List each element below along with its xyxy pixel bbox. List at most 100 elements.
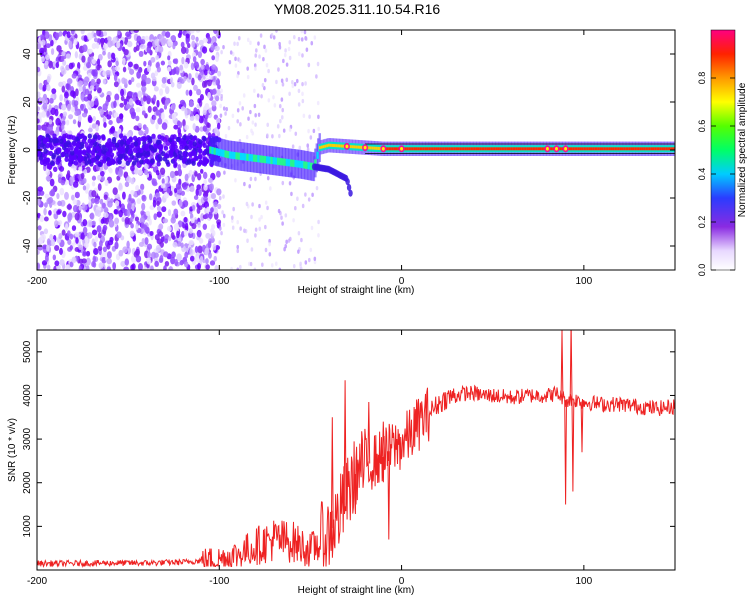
spectrogram-cell (86, 61, 92, 69)
spectrogram-cell (239, 122, 242, 127)
spectrogram-cell (78, 265, 82, 270)
snr-spike (387, 451, 391, 540)
spectrogram-cell (236, 244, 240, 250)
chart-title: YM08.2025.311.10.54.R16 (273, 1, 441, 17)
spectrogram-cell (156, 211, 162, 218)
spectrogram-cell (74, 231, 80, 238)
spectrogram-cell (605, 147, 607, 151)
spectrogram-cell (180, 190, 186, 196)
spectrogram-cell (139, 216, 146, 224)
spectrogram-cell (161, 77, 167, 84)
spectrogram-cell (47, 196, 54, 204)
spectrogram-cell (160, 112, 165, 120)
spectrogram-cell (44, 193, 50, 199)
spectrogram-y-tick-label: -40 (22, 238, 33, 253)
spectrogram-cell (316, 100, 320, 106)
spectrogram-cell (147, 243, 153, 250)
spectrogram-cell (139, 38, 146, 45)
spectrogram-cell (134, 216, 140, 222)
spectrogram-cell (107, 51, 111, 60)
spectrogram-cell (493, 147, 496, 151)
spectrogram-cell (169, 77, 174, 84)
spectrogram-cell (235, 152, 238, 160)
spectrogram-cell (219, 103, 222, 109)
spectrogram-cell (470, 147, 473, 151)
spectrogram-cell (225, 106, 229, 112)
spectrogram-cell (61, 85, 66, 93)
spectrogram-cell (663, 147, 666, 151)
spectrogram-cell (284, 48, 287, 53)
spectrogram-cell (661, 147, 664, 151)
spectrogram-cell (197, 189, 202, 196)
spectrogram-cell (61, 229, 66, 236)
spectrogram-cell (234, 56, 237, 62)
snr-spike (343, 380, 347, 501)
spectrogram-cell (101, 202, 106, 209)
spectrogram-cell (309, 247, 313, 253)
spectrogram-cell (260, 94, 263, 99)
spectrogram-cell (239, 264, 242, 270)
spectrogram-cell (464, 147, 467, 151)
spectrogram-cell (641, 147, 644, 151)
spectrogram-cell (441, 147, 443, 151)
spectrogram-cell (154, 234, 160, 241)
spectrogram-cell (73, 100, 79, 107)
spectrogram-cell (73, 37, 78, 46)
spectrogram-cell (113, 112, 119, 118)
spectrogram-cell (218, 240, 222, 245)
spectrogram-cell (46, 238, 51, 246)
spectrogram-cell (313, 35, 317, 40)
spectrogram-cell (307, 162, 311, 170)
spectrogram-cell (189, 255, 195, 262)
spectrogram-cell (130, 177, 135, 185)
spectrogram-cell (170, 256, 176, 265)
spectrogram-cell (271, 134, 274, 139)
spectrogram-cell (195, 255, 200, 263)
spectrogram-cell (90, 149, 96, 156)
spectrogram-cell (274, 261, 278, 266)
spectrogram-cell (113, 100, 117, 108)
spectrogram-cell (167, 60, 172, 66)
spectrogram-cell (37, 106, 41, 112)
spectrogram-cell (120, 88, 125, 97)
spectrogram-cell (296, 160, 300, 168)
spectrogram-cell (158, 231, 164, 237)
spectrogram-cell (124, 216, 130, 225)
spectrogram-cell (199, 126, 204, 132)
snr-x-tick-label: -200 (27, 576, 47, 587)
spectrogram-cell (208, 252, 212, 259)
spectrogram-cell (204, 102, 210, 111)
spectrogram-cell (202, 109, 207, 116)
spectrogram-y-tick-label: 20 (22, 96, 33, 108)
spectrogram-cell (153, 94, 157, 102)
spectrogram-cell (102, 246, 107, 253)
spectrogram-cell (254, 66, 257, 71)
spectrogram-cell (140, 183, 145, 191)
spectrogram-cell (294, 206, 297, 211)
snr-panel: -200 -100 0 100 1000 2000 3000 4000 5000 Height… (7, 329, 676, 596)
spectrogram-cell (300, 237, 303, 243)
spectrogram-cell (111, 52, 116, 60)
spectrogram-cell (174, 170, 179, 176)
spectrogram-cell (135, 184, 140, 191)
spectrogram-cell (43, 228, 49, 235)
spectrogram-x-axis-label: Height of straight line (km) (298, 285, 415, 296)
spectrogram-cell (333, 144, 336, 148)
spectrogram-cell (586, 147, 589, 151)
spectrogram-cell (124, 258, 130, 266)
spectrogram-cell (541, 147, 544, 151)
spectrogram-cell (85, 265, 90, 270)
spectrogram-cell (292, 263, 296, 269)
spectrogram-cell (101, 148, 106, 155)
spectrogram-cell (272, 35, 276, 40)
spectrogram-cell (231, 151, 234, 159)
spectrogram-cell (253, 63, 257, 68)
spectrogram-x-tick-label: -100 (209, 276, 229, 287)
spectrogram-cell (192, 141, 197, 147)
spectrogram-cell (148, 218, 152, 226)
spectrogram-cell (169, 170, 175, 179)
spectrogram-cell (54, 108, 59, 117)
spectrogram-cell (161, 178, 165, 185)
spectrogram-cell (647, 147, 649, 151)
spectrogram-cell (102, 250, 108, 257)
